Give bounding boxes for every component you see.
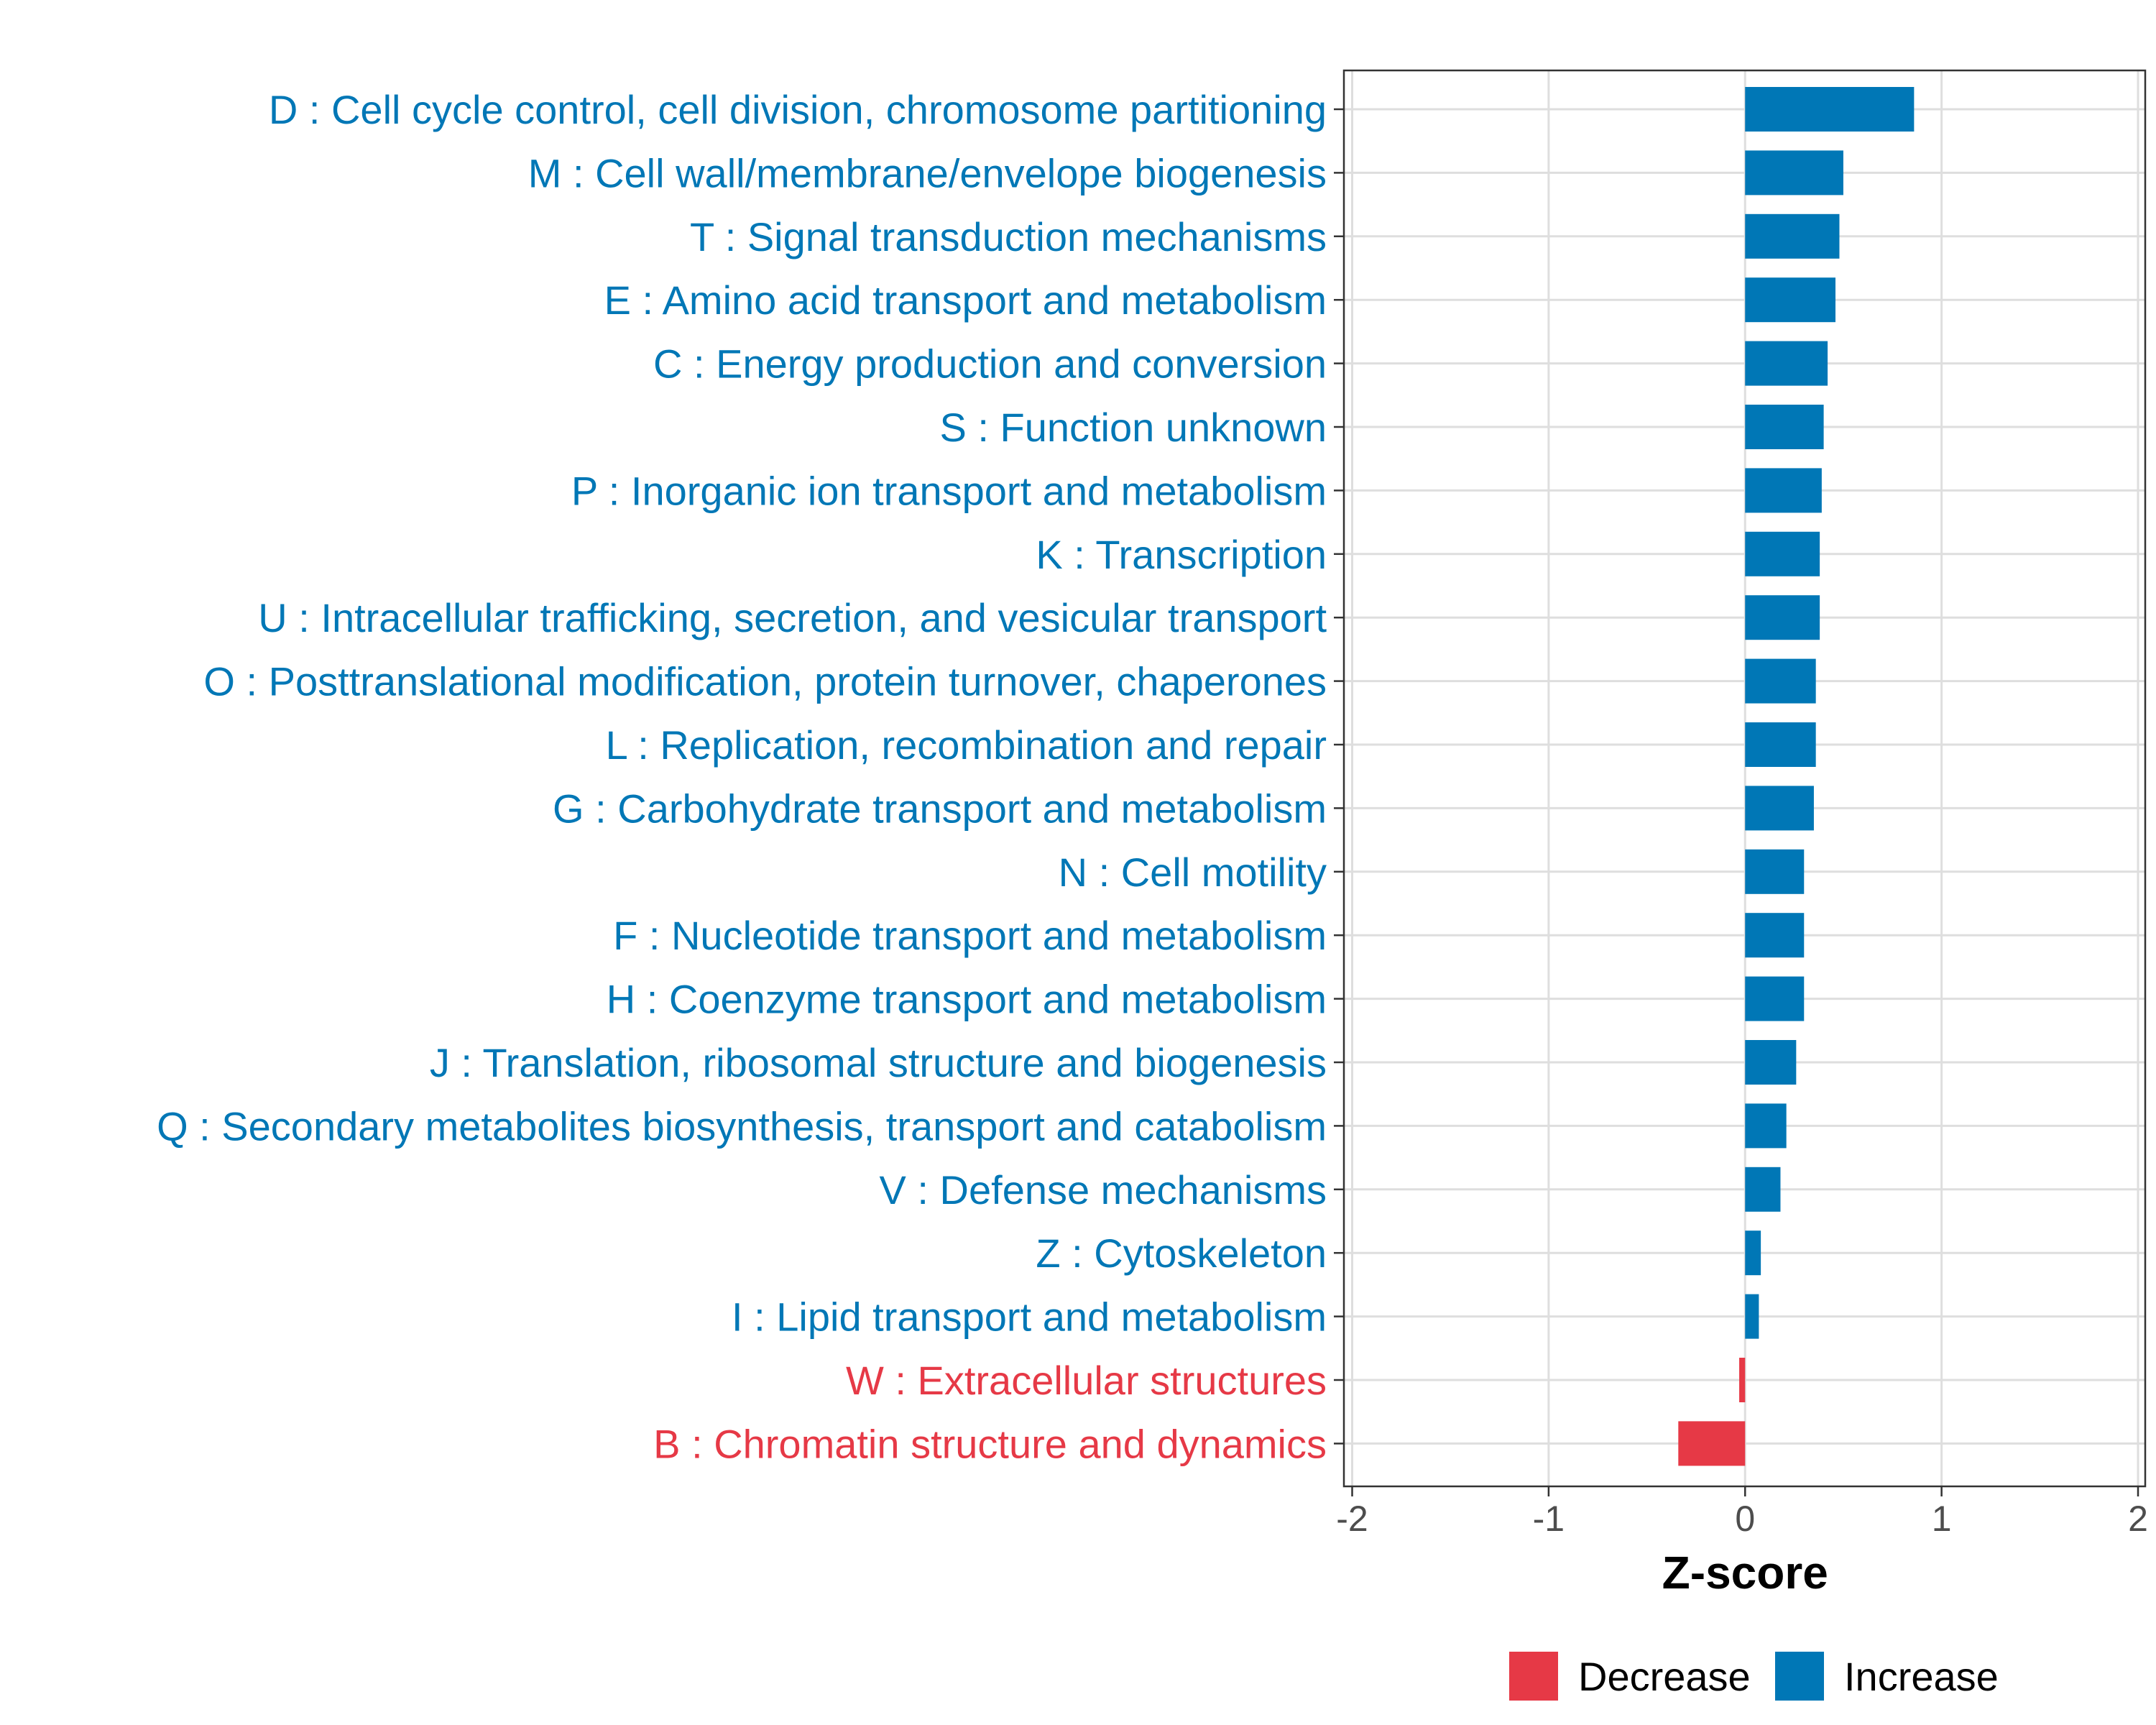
x-tick-label: 1 xyxy=(1932,1499,1952,1539)
x-tick-label: 2 xyxy=(2128,1499,2148,1539)
bar xyxy=(1745,595,1820,640)
x-tick-label: -2 xyxy=(1336,1499,1368,1539)
x-axis-title: Z-score xyxy=(1662,1547,1828,1598)
bar xyxy=(1745,87,1915,132)
category-label: N : Cell motility xyxy=(1059,850,1327,895)
category-label: C : Energy production and conversion xyxy=(653,341,1327,387)
legend-swatch-increase xyxy=(1775,1652,1824,1701)
x-tick-label: 0 xyxy=(1735,1499,1755,1539)
category-label: K : Transcription xyxy=(1036,532,1327,577)
legend-swatch-decrease xyxy=(1509,1652,1558,1701)
bar xyxy=(1745,913,1805,958)
category-label: P : Inorganic ion transport and metaboli… xyxy=(571,468,1327,513)
category-label-layer: D : Cell cycle control, cell division, c… xyxy=(157,87,1327,1466)
bar-layer xyxy=(1678,87,1915,1466)
bar xyxy=(1745,531,1820,576)
category-label: D : Cell cycle control, cell division, c… xyxy=(269,87,1327,132)
category-label: J : Translation, ribosomal structure and… xyxy=(430,1040,1327,1085)
category-label: W : Extracellular structures xyxy=(846,1358,1327,1403)
legend-label-increase: Increase xyxy=(1844,1654,1999,1699)
category-label: H : Coenzyme transport and metabolism xyxy=(607,977,1327,1022)
category-label: T : Signal transduction mechanisms xyxy=(690,214,1327,259)
category-label: V : Defense mechanisms xyxy=(880,1167,1327,1213)
bar xyxy=(1745,213,1840,259)
category-label: S : Function unknown xyxy=(939,405,1327,450)
bar xyxy=(1745,468,1822,513)
bar xyxy=(1745,405,1824,449)
bar xyxy=(1745,341,1828,386)
bar xyxy=(1745,1103,1787,1149)
bar xyxy=(1745,786,1814,831)
bar xyxy=(1745,1040,1797,1085)
bar xyxy=(1745,1294,1759,1339)
category-label: B : Chromatin structure and dynamics xyxy=(653,1421,1327,1466)
bar xyxy=(1745,1230,1761,1276)
bar xyxy=(1745,722,1816,767)
legend: Decrease Increase xyxy=(1509,1652,1999,1701)
category-label: O : Posttranslational modification, prot… xyxy=(203,659,1327,704)
bar xyxy=(1678,1421,1746,1466)
legend-label-decrease: Decrease xyxy=(1578,1654,1751,1699)
category-label: E : Amino acid transport and metabolism xyxy=(604,277,1327,323)
bar xyxy=(1745,849,1805,894)
bar xyxy=(1739,1358,1746,1402)
category-label: Q : Secondary metabolites biosynthesis, … xyxy=(157,1103,1327,1149)
category-label: G : Carbohydrate transport and metabolis… xyxy=(553,786,1327,831)
category-label: I : Lipid transport and metabolism xyxy=(732,1294,1327,1340)
category-label: L : Replication, recombination and repai… xyxy=(606,722,1327,768)
bar xyxy=(1745,976,1805,1021)
category-label: U : Intracellular trafficking, secretion… xyxy=(258,595,1327,640)
bar xyxy=(1745,658,1816,704)
bar xyxy=(1745,277,1836,323)
x-tick-layer: -2 -1 0 1 2 xyxy=(1336,1486,2148,1539)
category-label: F : Nucleotide transport and metabolism xyxy=(613,913,1327,958)
bar xyxy=(1745,1167,1781,1212)
category-label: M : Cell wall/membrane/envelope biogenes… xyxy=(528,150,1327,196)
category-label: Z : Cytoskeleton xyxy=(1036,1230,1327,1276)
y-tick-layer xyxy=(1334,108,1344,1445)
x-tick-label: -1 xyxy=(1533,1499,1565,1539)
bar xyxy=(1745,150,1843,196)
